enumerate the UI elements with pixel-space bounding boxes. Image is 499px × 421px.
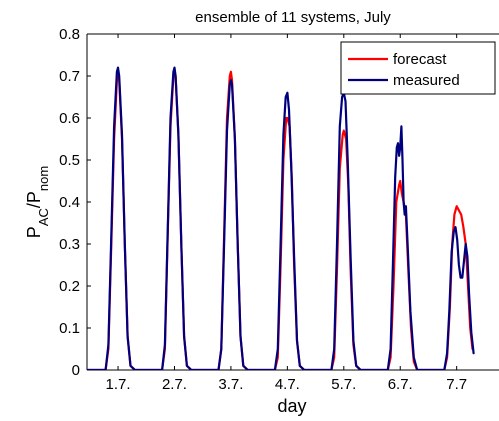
y-axis-label: PAC/Pnom: [24, 166, 51, 238]
x-axis-label: day: [277, 396, 306, 416]
y-axis-label-base1: P: [24, 226, 44, 238]
x-tick-label: 6.7.: [388, 376, 413, 393]
y-axis-label-sub1: AC: [36, 208, 51, 226]
y-tick-label: 0.3: [59, 236, 80, 253]
y-tick-label: 0.5: [59, 152, 80, 169]
x-tick-label: 4.7.: [275, 376, 300, 393]
x-tick-label: 1.7.: [106, 376, 131, 393]
y-axis-label-sub2: nom: [36, 166, 51, 191]
series-line-measured: [87, 66, 475, 370]
y-tick-label: 0.2: [59, 278, 80, 295]
x-tick-label: 3.7.: [218, 376, 243, 393]
x-tick-label: 5.7.: [331, 376, 356, 393]
y-tick-label: 0.8: [59, 26, 80, 43]
x-tick-label: 2.7.: [162, 376, 187, 393]
tick-labels: 0 0.1 0.2 0.3 0.4 0.5 0.6 0.7 0.8 1.7. 2.7. 3.7. 4.7…: [59, 26, 467, 393]
y-tick-label: 0.7: [59, 68, 80, 85]
chart-title: ensemble of 11 systems, July: [195, 9, 391, 26]
legend-label-measured: measured: [393, 72, 460, 89]
legend: forecast measured: [340, 41, 496, 95]
y-axis-label-sep: /P: [24, 191, 44, 208]
legend-box: [340, 41, 496, 95]
y-tick-label: 0: [72, 362, 80, 379]
y-tick-label: 0.1: [59, 320, 80, 337]
x-tick-label: 7.7: [446, 376, 467, 393]
y-tick-label: 0.4: [59, 194, 80, 211]
series-layer: [87, 66, 475, 370]
y-tick-label: 0.6: [59, 110, 80, 127]
legend-label-forecast: forecast: [393, 51, 447, 68]
series-line-forecast: [87, 70, 474, 370]
